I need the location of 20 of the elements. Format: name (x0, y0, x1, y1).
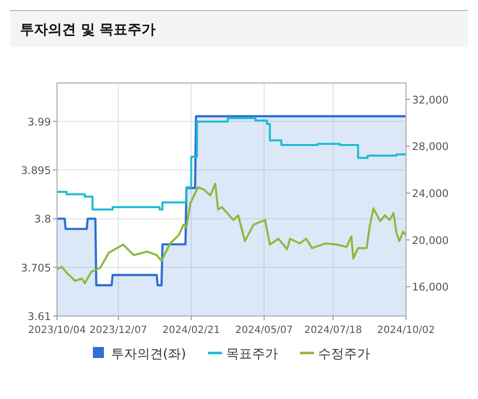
x-tick-label: 2023/12/07 (90, 325, 148, 336)
legend-label: 수정주가 (318, 347, 370, 362)
legend-label: 목표주가 (226, 347, 278, 362)
legend-label: 투자의견(좌) (110, 347, 186, 362)
y2-tick-label: 28,000 (412, 141, 449, 154)
y-tick-label: 3.705 (20, 262, 51, 274)
y-tick-label: 3.99 (28, 116, 51, 128)
y2-tick-label: 24,000 (412, 188, 449, 200)
y-tick-label: 3.8 (34, 214, 51, 226)
chart-title: 투자의견 및 목표주가 (20, 22, 156, 38)
y2-tick-label: 32,000 (412, 94, 449, 106)
y2-tick-label: 20,000 (412, 234, 449, 247)
x-tick-label: 2024/02/21 (162, 325, 220, 336)
y-tick-label: 3.895 (20, 165, 51, 178)
x-tick-label: 2024/07/18 (304, 325, 362, 336)
x-tick-label: 2024/05/07 (235, 325, 293, 336)
x-tick-label: 2023/10/04 (28, 325, 86, 336)
y-tick-label: 3.61 (28, 311, 51, 323)
y2-tick-label: 16,000 (412, 282, 449, 294)
x-tick-label: 2024/10/02 (377, 325, 435, 336)
